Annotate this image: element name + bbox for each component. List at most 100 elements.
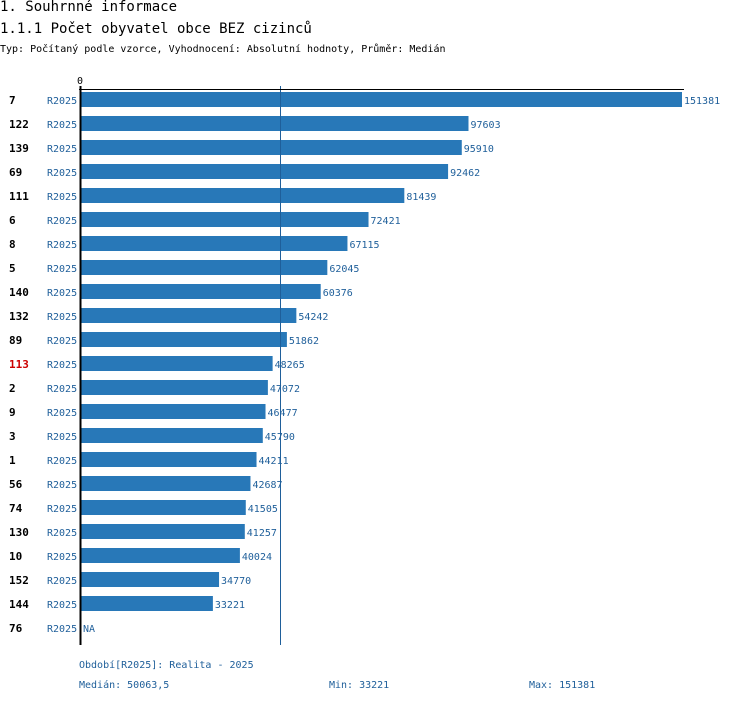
category-label: 9	[9, 406, 16, 419]
bar-111	[81, 188, 405, 203]
bar-140	[81, 284, 321, 299]
value-label: 62045	[329, 264, 359, 275]
period-label: R2025	[47, 312, 77, 323]
period-label: R2025	[47, 216, 77, 227]
period-label: R2025	[47, 456, 77, 467]
value-label: NA	[83, 624, 95, 635]
period-label: R2025	[47, 240, 77, 251]
category-label: 7	[9, 94, 16, 107]
value-label: 60376	[323, 288, 353, 299]
category-label: 5	[9, 262, 16, 275]
category-label: 10	[9, 550, 22, 563]
category-label: 6	[9, 214, 16, 227]
category-label: 74	[9, 502, 23, 515]
footer-max: Max: 151381	[529, 680, 596, 691]
value-label: 97603	[470, 120, 500, 131]
period-label: R2025	[47, 168, 77, 179]
bar-122	[81, 116, 469, 131]
footer-min: Min: 33221	[329, 680, 390, 691]
period-label: R2025	[47, 552, 77, 563]
category-label: 1	[9, 454, 16, 467]
bar-89	[81, 332, 287, 347]
period-label: R2025	[47, 96, 77, 107]
value-label: 42687	[252, 480, 282, 491]
category-label: 113	[9, 358, 29, 371]
value-label: 44211	[259, 456, 289, 467]
value-label: 92462	[450, 168, 480, 179]
category-label: 56	[9, 478, 23, 491]
bar-139	[81, 140, 462, 155]
period-label: R2025	[47, 480, 77, 491]
period-label: R2025	[47, 408, 77, 419]
value-label: 46477	[268, 408, 298, 419]
bar-2	[81, 380, 268, 395]
period-label: R2025	[47, 576, 77, 587]
period-label: R2025	[47, 384, 77, 395]
value-label: 41505	[248, 504, 278, 515]
period-label: R2025	[47, 504, 77, 515]
section-title: 1. Souhrnné informace	[0, 0, 178, 15]
period-label: R2025	[47, 264, 77, 275]
category-label: 132	[9, 310, 29, 323]
axis-zero-label: 0	[77, 76, 83, 87]
period-label: R2025	[47, 192, 77, 203]
value-label: 48265	[275, 360, 305, 371]
value-label: 41257	[247, 528, 277, 539]
period-label: R2025	[47, 600, 77, 611]
value-label: 81439	[406, 192, 436, 203]
chart-type-info: Typ: Počítaný podle vzorce, Vyhodnocení:…	[0, 44, 446, 55]
value-label: 40024	[242, 552, 272, 563]
bar-144	[81, 596, 213, 611]
period-label: R2025	[47, 288, 77, 299]
value-label: 54242	[298, 312, 328, 323]
bar-113	[81, 356, 273, 371]
bar-130	[81, 524, 245, 539]
value-label: 151381	[684, 96, 720, 107]
bar-132	[81, 308, 297, 323]
value-label: 34770	[221, 576, 251, 587]
category-label: 111	[9, 190, 29, 203]
period-label: R2025	[47, 144, 77, 155]
bar-1	[81, 452, 257, 467]
category-label: 122	[9, 118, 29, 131]
category-label: 89	[9, 334, 22, 347]
bar-152	[81, 572, 220, 587]
bar-10	[81, 548, 240, 563]
bar-56	[81, 476, 251, 491]
value-label: 72421	[371, 216, 401, 227]
category-label: 3	[9, 430, 16, 443]
bar-69	[81, 164, 449, 179]
footer-median: Medián: 50063,5	[79, 680, 170, 691]
category-label: 130	[9, 526, 29, 539]
value-label: 67115	[349, 240, 379, 251]
bar-7	[81, 92, 682, 107]
category-label: 76	[9, 622, 23, 635]
value-label: 51862	[289, 336, 319, 347]
category-label: 152	[9, 574, 29, 587]
period-label: R2025	[47, 336, 77, 347]
period-label: R2025	[47, 360, 77, 371]
period-label: R2025	[47, 120, 77, 131]
period-label: R2025	[47, 624, 77, 635]
category-label: 2	[9, 382, 16, 395]
footer-period: Období[R2025]: Realita - 2025	[79, 660, 254, 671]
value-label: 45790	[265, 432, 295, 443]
period-label: R2025	[47, 432, 77, 443]
period-label: R2025	[47, 528, 77, 539]
category-label: 139	[9, 142, 29, 155]
chart-title: 1.1.1 Počet obyvatel obce BEZ cizinců	[0, 21, 312, 37]
bar-9	[81, 404, 266, 419]
value-label: 33221	[215, 600, 245, 611]
bar-3	[81, 428, 263, 443]
bar-6	[81, 212, 369, 227]
bar-5	[81, 260, 328, 275]
bar-74	[81, 500, 246, 515]
category-label: 8	[9, 238, 16, 251]
category-label: 144	[9, 598, 29, 611]
bar-8	[81, 236, 348, 251]
category-label: 140	[9, 286, 29, 299]
category-label: 69	[9, 166, 22, 179]
value-label: 47072	[270, 384, 300, 395]
value-label: 95910	[464, 144, 494, 155]
